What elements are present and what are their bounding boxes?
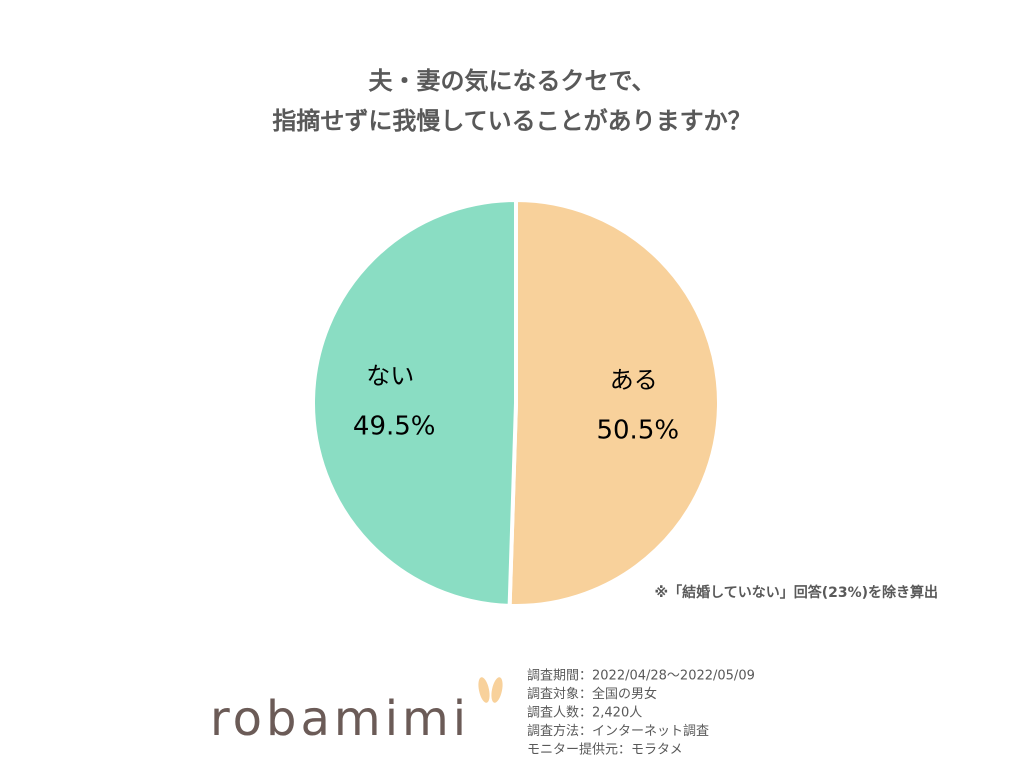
- pie-slice: [507, 197, 721, 608]
- logo-ear: [478, 677, 490, 703]
- slice-label: ある: [610, 366, 658, 394]
- annotation: ※「結婚していない」回答(23%)を除き算出: [655, 584, 939, 601]
- notes: 調査期間：2022/04/28～2022/05/09 調査対象：全国の男女調査人数…: [527, 669, 755, 758]
- pie: ある 50.5% ない 49.5%: [311, 197, 721, 608]
- survey-note: 調査方法：インターネット調査: [527, 723, 709, 739]
- pie-slice: [311, 197, 518, 608]
- survey-note: 調査人数：2,420人: [527, 706, 642, 721]
- slice-label: ない: [366, 362, 414, 390]
- logo-ears: [478, 677, 503, 703]
- survey-note: 調査期間：2022/04/28～2022/05/09: [527, 669, 755, 684]
- data-label: 50.5%: [596, 415, 679, 445]
- chart-title: 指摘せずに我慢していることがありますか？: [272, 107, 751, 135]
- data-label: 49.5%: [353, 412, 436, 442]
- logo-ear: [491, 677, 503, 703]
- survey-note: モニター提供元：モラタメ: [527, 742, 683, 758]
- survey-note: 調査対象：全国の男女: [527, 686, 657, 702]
- logo: robamimi: [210, 691, 470, 747]
- chart-title: 夫・妻の気になるクセで、: [368, 67, 655, 95]
